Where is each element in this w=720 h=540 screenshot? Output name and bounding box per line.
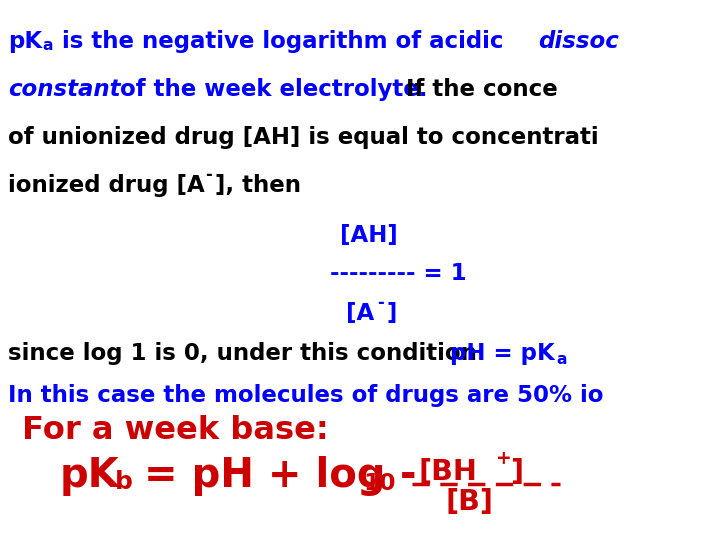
Text: ionized drug [A: ionized drug [A (8, 174, 204, 197)
Text: pK: pK (8, 30, 42, 53)
Text: a: a (42, 38, 53, 53)
Text: = pH + log: = pH + log (130, 456, 385, 496)
Text: pH = pK: pH = pK (450, 342, 554, 365)
Text: --------- = 1: --------- = 1 (330, 262, 467, 285)
Text: -: - (205, 166, 212, 184)
Text: since log 1 is 0, under this condition: since log 1 is 0, under this condition (8, 342, 485, 365)
Text: constant: constant (8, 78, 120, 101)
Text: ]: ] (386, 302, 397, 325)
Text: pK: pK (60, 456, 120, 496)
Text: 10: 10 (363, 472, 395, 495)
Text: [A: [A (346, 302, 374, 325)
Text: In this case the molecules of drugs are 50% io: In this case the molecules of drugs are … (8, 384, 603, 407)
Text: of unionized drug [AH] is equal to concentrati: of unionized drug [AH] is equal to conce… (8, 126, 598, 149)
Text: ], then: ], then (215, 174, 301, 197)
Text: a: a (556, 352, 567, 367)
Text: is the negative logarithm of acidic: is the negative logarithm of acidic (54, 30, 511, 53)
Text: dissoc: dissoc (538, 30, 618, 53)
Text: b: b (115, 470, 133, 494)
Text: If the conce: If the conce (398, 78, 558, 101)
Text: -: - (377, 294, 384, 312)
Text: [AH]: [AH] (340, 224, 397, 247)
Text: of the week electrolyte.: of the week electrolyte. (112, 78, 428, 101)
Text: +: + (496, 449, 512, 468)
Text: [B]: [B] (445, 488, 493, 516)
Text: ]: ] (510, 458, 523, 486)
Text: -: - (400, 456, 416, 496)
Text: For a week base:: For a week base: (22, 415, 329, 446)
Text: [BH: [BH (418, 458, 477, 486)
